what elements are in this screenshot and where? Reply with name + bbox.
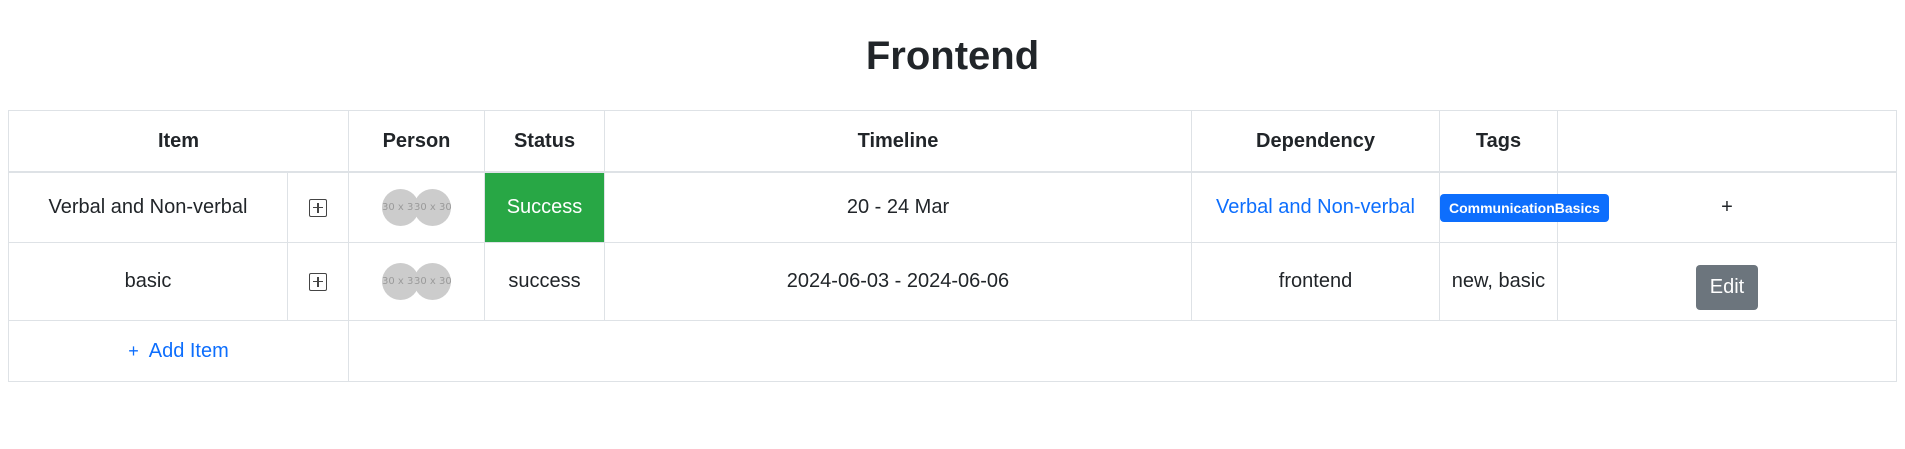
tags-cell: new, basic xyxy=(1439,242,1558,321)
column-header-actions xyxy=(1557,110,1897,173)
column-header-person: Person xyxy=(348,110,485,173)
add-item-row: + Add Item xyxy=(8,320,1897,382)
action-cell: + xyxy=(1557,171,1897,243)
expand-plus-square-icon[interactable] xyxy=(309,198,327,217)
empty-cell xyxy=(348,320,1897,382)
column-header-timeline: Timeline xyxy=(604,110,1192,173)
item-cell: Verbal and Non-verbal xyxy=(8,171,288,243)
column-header-status: Status xyxy=(484,110,605,173)
dependency-cell: frontend xyxy=(1191,242,1440,321)
avatar: 30 x 30 xyxy=(414,189,451,226)
status-cell: success xyxy=(484,242,605,321)
table-row: basic 30 x 30 30 x 30 success 2024-06-03… xyxy=(8,242,1897,321)
dependency-link[interactable]: Verbal and Non-verbal xyxy=(1215,196,1415,218)
tag-badge: CommunicationBasics xyxy=(1440,193,1609,222)
header-row: Item Person Status Timeline Dependency T… xyxy=(8,110,1897,173)
timeline-cell: 20 - 24 Mar xyxy=(604,171,1192,243)
column-header-dependency: Dependency xyxy=(1191,110,1440,173)
expand-cell xyxy=(287,171,349,243)
dependency-cell: Verbal and Non-verbal xyxy=(1191,171,1440,243)
person-cell: 30 x 30 30 x 30 xyxy=(348,242,485,321)
tags-cell: CommunicationBasics xyxy=(1439,171,1609,243)
add-plus-button[interactable]: + xyxy=(1721,196,1733,218)
table-row: Verbal and Non-verbal 30 x 30 30 x 30 Su… xyxy=(8,171,1897,243)
status-cell[interactable]: Success xyxy=(484,171,605,243)
edit-button[interactable]: Edit xyxy=(1695,265,1759,310)
avatar: 30 x 30 xyxy=(382,189,419,226)
expand-plus-square-icon[interactable] xyxy=(309,272,327,291)
action-cell: Edit xyxy=(1557,242,1897,321)
timeline-cell: 2024-06-03 - 2024-06-06 xyxy=(604,242,1192,321)
add-item-cell: + Add Item xyxy=(8,320,349,382)
item-cell: basic xyxy=(8,242,288,321)
avatar-group: 30 x 30 30 x 30 xyxy=(382,189,451,226)
add-item-label: Add Item xyxy=(148,339,229,362)
avatar: 30 x 30 xyxy=(414,263,451,300)
column-header-tags: Tags xyxy=(1439,110,1558,173)
expand-cell xyxy=(287,242,349,321)
avatar: 30 x 30 xyxy=(382,263,419,300)
column-header-item: Item xyxy=(8,110,349,173)
plus-icon: + xyxy=(128,340,139,361)
person-cell: 30 x 30 30 x 30 xyxy=(348,171,485,243)
page-title: Frontend xyxy=(865,34,1040,78)
board-table: Item Person Status Timeline Dependency T… xyxy=(8,110,1897,382)
add-item-button[interactable]: + Add Item xyxy=(128,340,229,362)
avatar-group: 30 x 30 30 x 30 xyxy=(382,263,451,300)
